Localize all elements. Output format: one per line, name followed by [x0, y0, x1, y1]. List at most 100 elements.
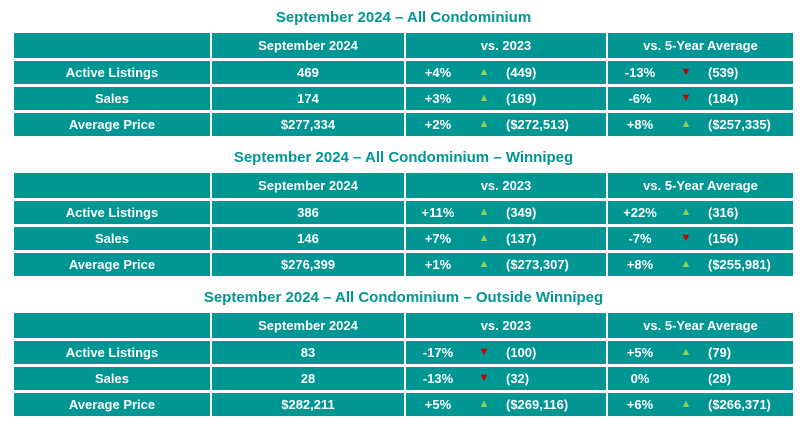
- up-triangle-icon: ▲: [680, 118, 692, 130]
- up-triangle-icon: ▲: [680, 206, 692, 218]
- up-triangle-icon: ▲: [680, 346, 692, 358]
- current-value: 28: [212, 367, 404, 390]
- table-header-row: September 2024 vs. 2023 vs. 5-Year Avera…: [14, 313, 793, 338]
- percent-change: -7%: [628, 231, 652, 246]
- column-header-vs-5yr: vs. 5-Year Average: [608, 173, 793, 198]
- reference-value: ($272,513): [506, 117, 569, 132]
- condominium-market-report: September 2024 – All Condominium Septemb…: [0, 9, 808, 416]
- vs-2023-cell: +2% ▲ ($272,513): [406, 113, 606, 136]
- percent-change: +5%: [424, 397, 452, 412]
- row-label: Sales: [14, 87, 210, 110]
- section-title: September 2024 – All Condominium – Outsi…: [203, 289, 604, 306]
- vs-2023-cell: +7% ▲ (137): [406, 227, 606, 250]
- vs-5yr-cell: -13% ▼ (539): [608, 61, 793, 84]
- vs-2023-cell: +4% ▲ (449): [406, 61, 606, 84]
- table-row: Sales 28 -13% ▼ (32) 0% (28): [14, 367, 793, 390]
- table-row: Active Listings 83 -17% ▼ (100) +5% ▲ (7…: [14, 341, 793, 364]
- vs-2023-cell: -17% ▼ (100): [406, 341, 606, 364]
- vs-5yr-cell: +5% ▲ (79): [608, 341, 793, 364]
- vs-2023-cell: +11% ▲ (349): [406, 201, 606, 224]
- up-triangle-icon: ▲: [478, 232, 490, 244]
- up-triangle-icon: ▲: [478, 92, 490, 104]
- row-label: Sales: [14, 367, 210, 390]
- current-value: 83: [212, 341, 404, 364]
- reference-value: (349): [506, 205, 537, 220]
- vs-5yr-cell: +22% ▲ (316): [608, 201, 793, 224]
- reference-value: (169): [506, 91, 537, 106]
- reference-value: (100): [506, 345, 537, 360]
- data-table: September 2024 vs. 2023 vs. 5-Year Avera…: [14, 33, 793, 136]
- up-triangle-icon: ▲: [478, 398, 490, 410]
- down-triangle-icon: ▼: [478, 346, 490, 358]
- reference-value: ($255,981): [708, 257, 771, 272]
- table-row: Average Price $276,399 +1% ▲ ($273,307) …: [14, 253, 793, 276]
- vs-5yr-cell: -6% ▼ (184): [608, 87, 793, 110]
- reference-value: (32): [506, 371, 530, 386]
- column-header-blank: [14, 313, 210, 338]
- reference-value: (539): [708, 65, 739, 80]
- column-header-blank: [14, 33, 210, 58]
- table-row: Active Listings 386 +11% ▲ (349) +22% ▲ …: [14, 201, 793, 224]
- vs-5yr-cell: 0% (28): [608, 367, 793, 390]
- current-value: 469: [212, 61, 404, 84]
- report-section: September 2024 – All Condominium – Outsi…: [0, 289, 808, 416]
- table-row: Sales 174 +3% ▲ (169) -6% ▼ (184): [14, 87, 793, 110]
- current-value: 146: [212, 227, 404, 250]
- up-triangle-icon: ▲: [478, 258, 490, 270]
- section-title: September 2024 – All Condominium – Winni…: [233, 149, 574, 166]
- table-row: Average Price $282,211 +5% ▲ ($269,116) …: [14, 393, 793, 416]
- percent-change: -17%: [422, 345, 454, 360]
- up-triangle-icon: ▲: [478, 206, 490, 218]
- percent-change: +8%: [626, 117, 654, 132]
- up-triangle-icon: ▲: [478, 118, 490, 130]
- table-row: Sales 146 +7% ▲ (137) -7% ▼ (156): [14, 227, 793, 250]
- vs-2023-cell: +5% ▲ ($269,116): [406, 393, 606, 416]
- row-label: Average Price: [14, 253, 210, 276]
- percent-change: +6%: [626, 397, 654, 412]
- percent-change: +22%: [623, 205, 657, 220]
- vs-5yr-cell: -7% ▼ (156): [608, 227, 793, 250]
- down-triangle-icon: ▼: [680, 92, 692, 104]
- current-value: 174: [212, 87, 404, 110]
- percent-change: +3%: [424, 91, 452, 106]
- column-header-vs-5yr: vs. 5-Year Average: [608, 33, 793, 58]
- percent-change: +7%: [424, 231, 452, 246]
- percent-change: +1%: [424, 257, 452, 272]
- percent-change: +11%: [421, 205, 455, 220]
- up-triangle-icon: ▲: [680, 258, 692, 270]
- reference-value: (156): [708, 231, 739, 246]
- percent-change: +8%: [626, 257, 654, 272]
- percent-change: -6%: [628, 91, 652, 106]
- current-value: $282,211: [212, 393, 404, 416]
- column-header-vs-2023: vs. 2023: [406, 313, 606, 338]
- table-row: Average Price $277,334 +2% ▲ ($272,513) …: [14, 113, 793, 136]
- percent-change: -13%: [422, 371, 454, 386]
- percent-change: -13%: [624, 65, 656, 80]
- row-label: Active Listings: [14, 61, 210, 84]
- reference-value: (137): [506, 231, 537, 246]
- reference-value: (316): [708, 205, 739, 220]
- vs-5yr-cell: +8% ▲ ($257,335): [608, 113, 793, 136]
- column-header-vs-2023: vs. 2023: [406, 173, 606, 198]
- percent-change: +4%: [424, 65, 452, 80]
- reference-value: ($266,371): [708, 397, 771, 412]
- reference-value: (449): [506, 65, 537, 80]
- reference-value: ($273,307): [506, 257, 569, 272]
- vs-5yr-cell: +8% ▲ ($255,981): [608, 253, 793, 276]
- current-value: $276,399: [212, 253, 404, 276]
- reference-value: (184): [708, 91, 739, 106]
- up-triangle-icon: ▲: [680, 398, 692, 410]
- row-label: Average Price: [14, 393, 210, 416]
- column-header-blank: [14, 173, 210, 198]
- percent-change: +2%: [424, 117, 452, 132]
- vs-5yr-cell: +6% ▲ ($266,371): [608, 393, 793, 416]
- column-header-current-month: September 2024: [212, 313, 404, 338]
- row-label: Active Listings: [14, 341, 210, 364]
- table-row: Active Listings 469 +4% ▲ (449) -13% ▼ (…: [14, 61, 793, 84]
- section-title: September 2024 – All Condominium: [275, 9, 532, 26]
- column-header-vs-2023: vs. 2023: [406, 33, 606, 58]
- column-header-vs-5yr: vs. 5-Year Average: [608, 313, 793, 338]
- down-triangle-icon: ▼: [680, 232, 692, 244]
- data-table: September 2024 vs. 2023 vs. 5-Year Avera…: [14, 313, 793, 416]
- reference-value: ($269,116): [506, 397, 569, 412]
